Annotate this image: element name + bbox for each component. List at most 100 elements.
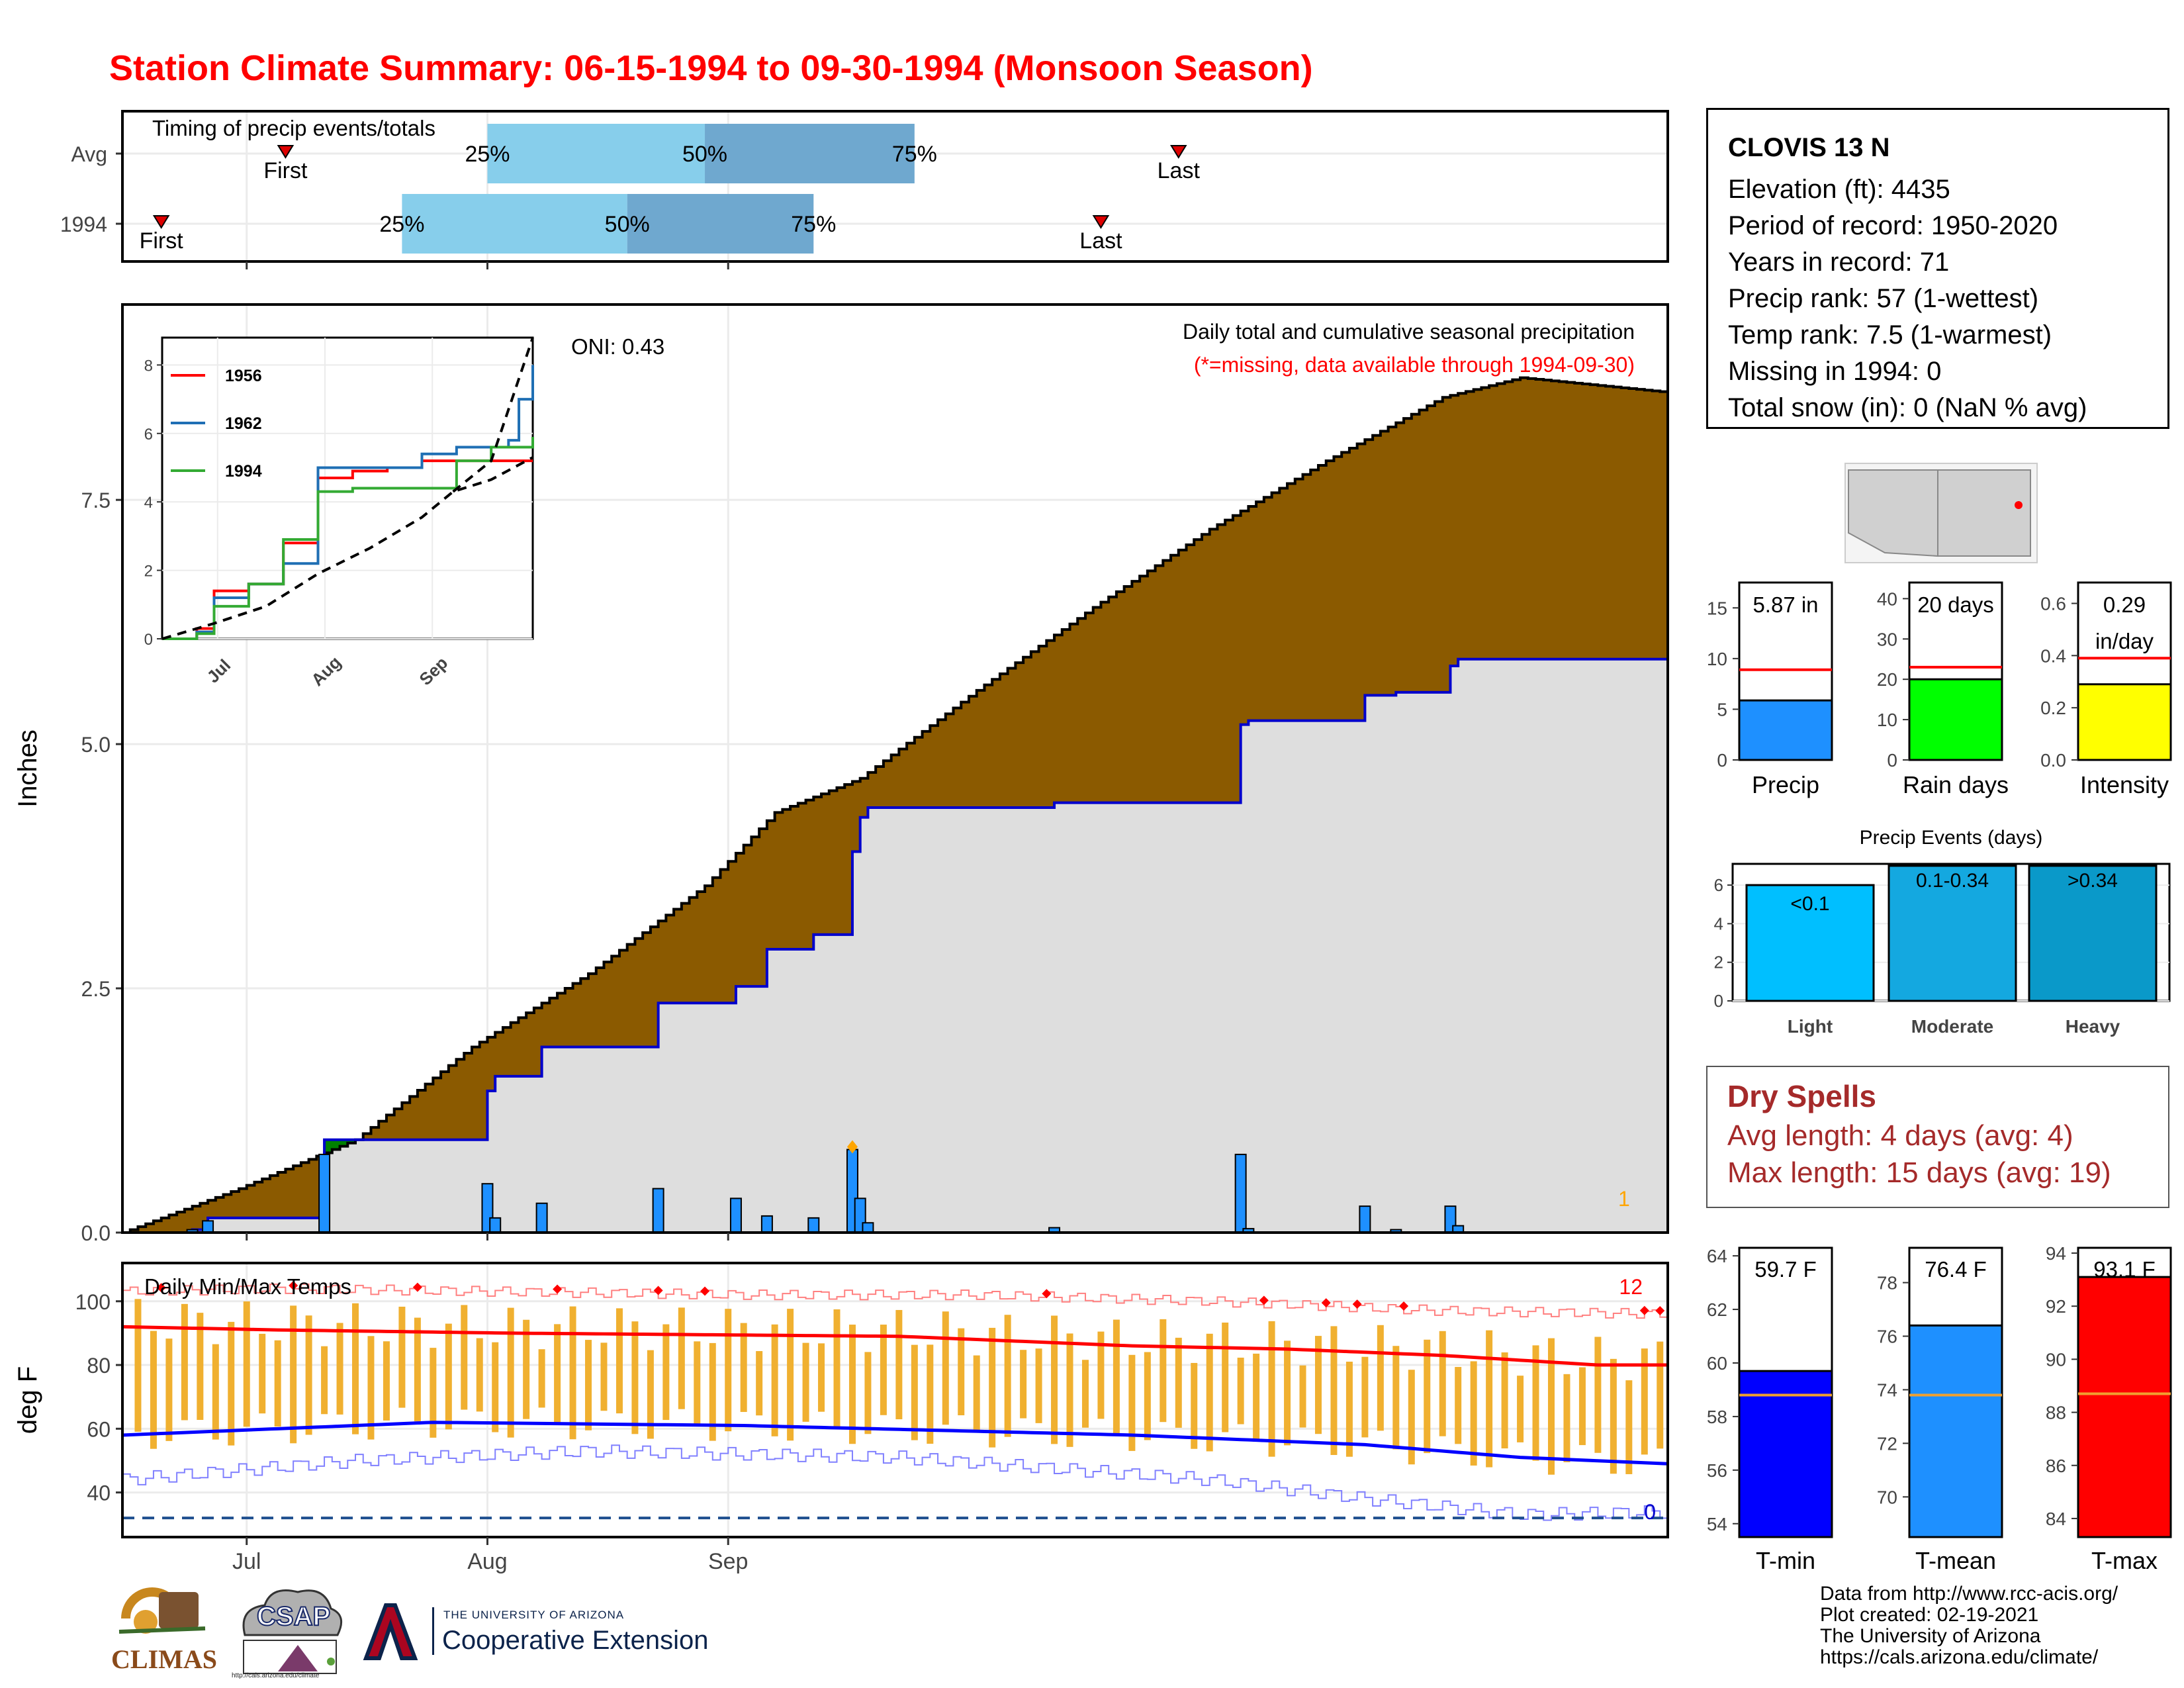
summary-bar-label: Rain days [1903, 771, 2009, 798]
precip-events-bar-Moderate [1888, 865, 2017, 1002]
daily-temp-range-bar [1237, 1357, 1244, 1425]
daily-temp-range-bar [771, 1324, 778, 1436]
precip-events-bar-label: >0.34 [2068, 870, 2118, 892]
page-title: Station Climate Summary: 06-15-1994 to 0… [109, 48, 1313, 88]
summary-bar-tick-label: 0.0 [2040, 750, 2066, 771]
timing-row-label: Avg [71, 142, 107, 166]
inset-y-tick-label: 4 [144, 494, 153, 512]
month-label: Sep [708, 1549, 749, 1574]
timing-q25-q50-bar [487, 124, 705, 183]
station-precip-rank: Precip rank: 57 (1-wettest) [1728, 284, 2039, 313]
month-label: Aug [467, 1549, 508, 1574]
summary-bar-tick-label: 10 [1707, 649, 1727, 669]
ua-a-icon [363, 1603, 418, 1660]
timing-last-label: Last [1158, 158, 1201, 183]
precip-events-tick-label: 0 [1714, 991, 1723, 1011]
timing-q25-label: 25% [379, 212, 424, 237]
avg-min-line [122, 1421, 1668, 1466]
daily-temp-range-bar [942, 1311, 949, 1425]
temp-y-tick-label: 40 [87, 1481, 111, 1505]
daily-temp-range-bar [848, 1325, 856, 1444]
daily-temp-range-bar [1408, 1370, 1415, 1465]
temp-y-tick-label: 60 [87, 1417, 111, 1441]
csap-cloud-icon [242, 1589, 343, 1674]
temp-bar-tick-label: 86 [2046, 1456, 2066, 1476]
temp-bar-tick-label: 64 [1707, 1246, 1727, 1266]
summary-bar-value: in/day [2095, 629, 2154, 653]
temp-bar-tick-label: 54 [1707, 1514, 1727, 1534]
timing-q50-label: 50% [682, 142, 727, 167]
main-y-tick-label: 2.5 [81, 977, 111, 1001]
record-high-marker [1321, 1298, 1331, 1308]
record-high-marker [1042, 1289, 1052, 1299]
daily-temp-range-bar [1081, 1360, 1089, 1428]
temp-bar-label: T-max [2091, 1547, 2158, 1574]
daily-temp-range-bar [833, 1309, 841, 1428]
main-caption: Daily total and cumulative seasonal prec… [1183, 320, 1635, 344]
daily-temp-range-bar [1004, 1315, 1011, 1437]
daily-precip-bar [807, 1217, 820, 1234]
daily-temp-range-bar [1501, 1352, 1508, 1449]
temp-bar-value: 59.7 F [1754, 1257, 1817, 1282]
daily-temp-range-bar [678, 1307, 685, 1409]
daily-temp-range-bar [1144, 1352, 1151, 1440]
dry-spells-title: Dry Spells [1727, 1079, 1876, 1113]
summary-bar-tick-label: 0.4 [2040, 645, 2066, 666]
temp-bar-tick-label: 62 [1707, 1299, 1727, 1320]
record-high-marker [700, 1286, 710, 1296]
precip-events-tick-label: 4 [1714, 914, 1723, 933]
record-high-marker [553, 1284, 563, 1294]
daily-temp-range-bar [1377, 1325, 1384, 1431]
main-caption-missing: (*=missing, data available through 1994-… [1194, 353, 1635, 377]
daily-temp-range-bar [367, 1336, 375, 1440]
timing-q50-q75-bar [627, 194, 814, 254]
temp-bar-value: 76.4 F [1925, 1257, 1987, 1282]
temp-bar-tick-label: 92 [2046, 1296, 2066, 1317]
max-precip-marker [846, 1140, 858, 1154]
inset-avg-line-tail [452, 337, 534, 493]
precip-events-category: Moderate [1911, 1016, 1993, 1037]
summary-bar-tick-label: 0 [1717, 750, 1727, 771]
daily-temp-range-bar [818, 1343, 825, 1412]
summary-bar-tick-label: 30 [1877, 629, 1897, 649]
summary-bar-tick-label: 20 [1877, 669, 1897, 690]
timing-row-label: 1994 [60, 212, 107, 236]
summary-bar-value: 0.29 [2103, 592, 2146, 617]
daily-temp-range-bar [1128, 1354, 1136, 1451]
daily-temp-range-bar [197, 1313, 204, 1420]
temp-bar-T-mean [1908, 1324, 2003, 1538]
daily-temp-range-bar [430, 1348, 437, 1438]
main-y-tick-label: 5.0 [81, 733, 111, 757]
daily-temp-range-bar [492, 1342, 499, 1432]
record-high-marker [289, 1281, 298, 1291]
daily-temp-range-bar [725, 1309, 732, 1432]
main-y-tick-label: 7.5 [81, 489, 111, 512]
main-frame [121, 303, 1669, 1234]
timing-first-label: First [140, 228, 184, 254]
inset-line-1994 [162, 436, 534, 640]
daily-temp-range-bar [1253, 1353, 1260, 1442]
temp-bar-tick-label: 58 [1707, 1407, 1727, 1427]
station-name: CLOVIS 13 N [1728, 133, 1890, 162]
daily-temp-range-bar [1641, 1348, 1648, 1455]
summary-bar-label: Intensity [2080, 771, 2169, 798]
daily-temp-range-bar [1455, 1367, 1462, 1444]
daily-precip-bar [489, 1217, 502, 1234]
daily-temp-range-bar [1299, 1365, 1306, 1428]
daily-temp-range-bar [352, 1303, 359, 1434]
daily-temp-range-bar [398, 1306, 406, 1408]
record-high-marker [1399, 1301, 1409, 1311]
daily-temp-range-bar [1532, 1345, 1539, 1461]
precip-events-tick-label: 6 [1714, 875, 1723, 895]
daily-temp-range-bar [1517, 1376, 1524, 1442]
daily-temp-range-bar [1284, 1340, 1291, 1446]
timing-first-marker [152, 215, 170, 229]
summary-bar-tick-label: 40 [1877, 588, 1897, 609]
station-elevation: Elevation (ft): 4435 [1728, 175, 1950, 204]
precip-events-bar-Heavy [2028, 865, 2158, 1002]
temp-bar-tick-label: 74 [1877, 1380, 1897, 1400]
daily-temp-range-bar [911, 1344, 918, 1440]
temp-y-tick-label: 80 [87, 1354, 111, 1378]
climas-logo-icon [118, 1587, 206, 1634]
